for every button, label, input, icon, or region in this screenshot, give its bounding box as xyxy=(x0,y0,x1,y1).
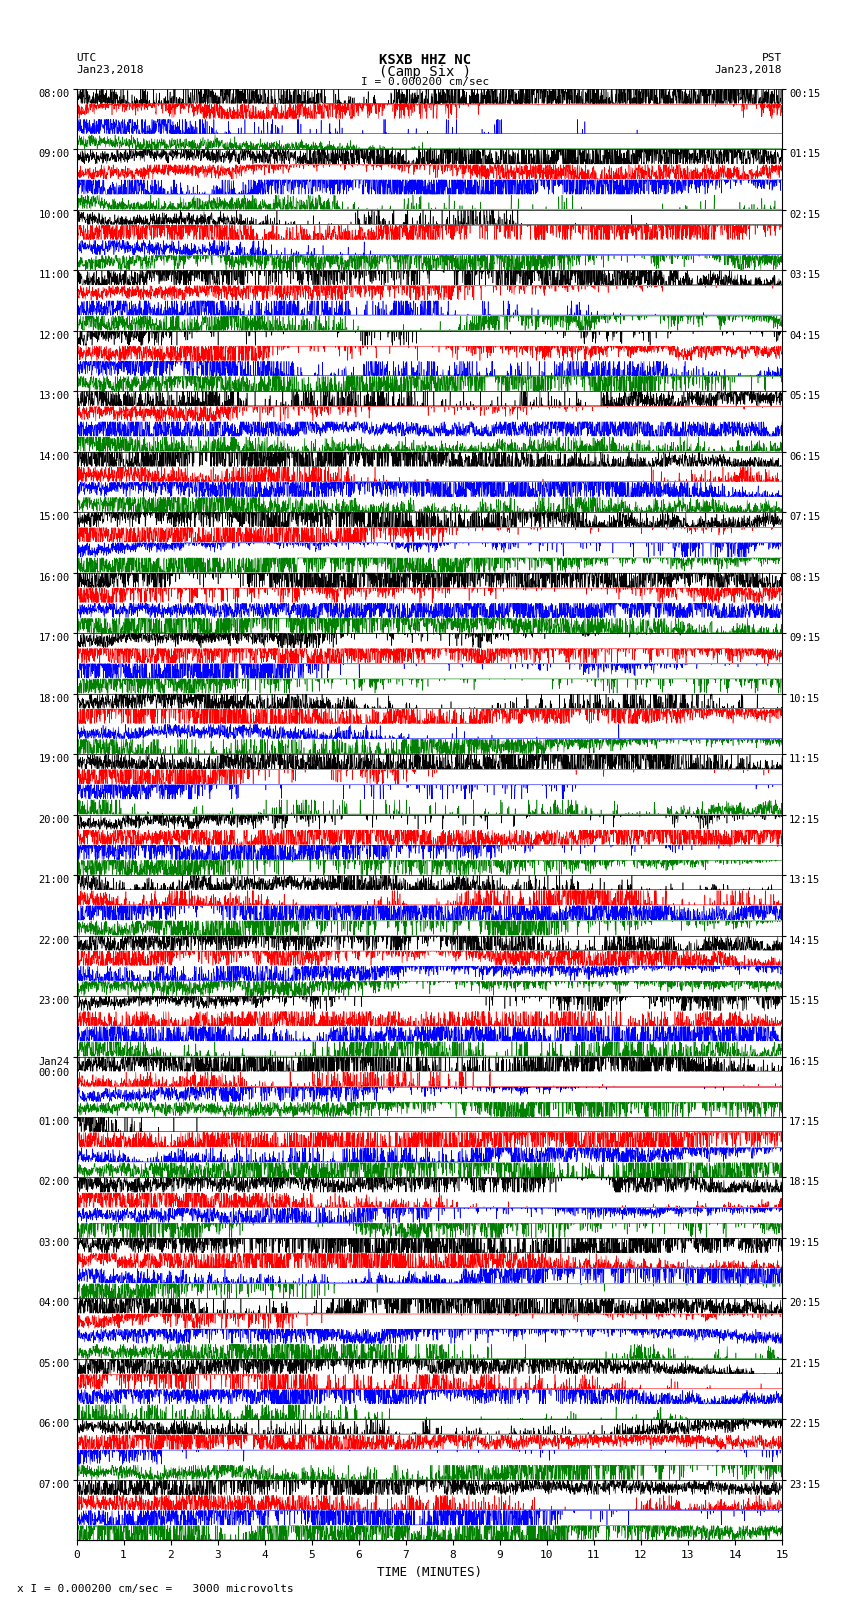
Text: Jan23,2018: Jan23,2018 xyxy=(76,65,144,74)
Text: I = 0.000200 cm/sec: I = 0.000200 cm/sec xyxy=(361,77,489,87)
Text: KSXB HHZ NC: KSXB HHZ NC xyxy=(379,53,471,68)
Text: UTC: UTC xyxy=(76,53,97,63)
X-axis label: TIME (MINUTES): TIME (MINUTES) xyxy=(377,1566,482,1579)
Text: Jan23,2018: Jan23,2018 xyxy=(715,65,782,74)
Text: (Camp Six ): (Camp Six ) xyxy=(379,65,471,79)
Text: PST: PST xyxy=(762,53,782,63)
Text: x I = 0.000200 cm/sec =   3000 microvolts: x I = 0.000200 cm/sec = 3000 microvolts xyxy=(17,1584,294,1594)
